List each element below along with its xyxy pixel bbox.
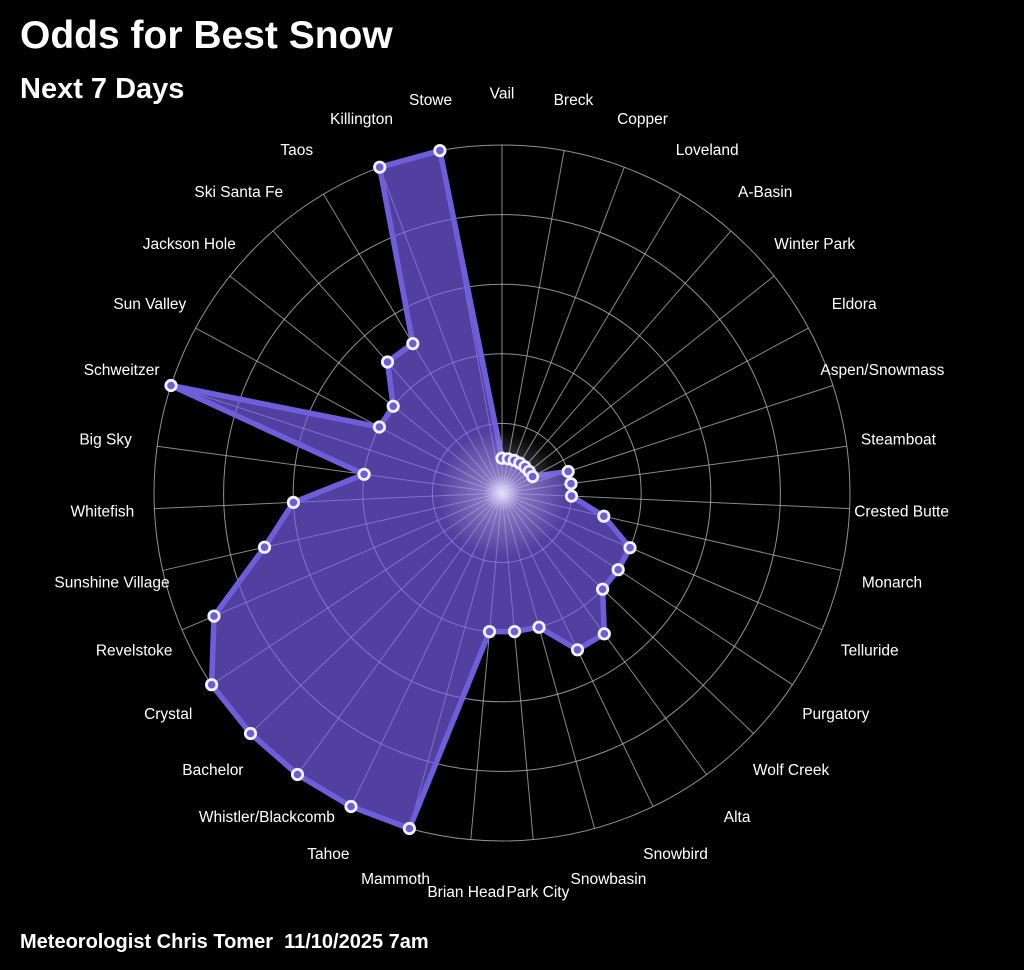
resort-label: Sunshine Village — [54, 574, 169, 591]
data-point — [207, 609, 221, 623]
resort-label: Jackson Hole — [143, 236, 236, 253]
resort-label: Aspen/Snowmass — [820, 362, 944, 379]
resort-label: Ski Santa Fe — [194, 184, 283, 201]
resort-label: Telluride — [841, 643, 899, 660]
resort-label: Crested Butte — [854, 503, 949, 520]
resort-label: Crystal — [144, 706, 192, 723]
resort-label: Whitefish — [71, 503, 135, 520]
resort-labels: Vail Breck Copper Loveland A-Basin Winter Par… — [54, 85, 949, 900]
resort-label: Loveland — [676, 142, 739, 159]
resort-label: Revelstoke — [96, 643, 173, 660]
data-point — [564, 477, 578, 491]
chart-header: Odds for Best Snow Next 7 Days — [20, 14, 393, 105]
resort-label: Brian Head — [427, 884, 505, 901]
data-point — [243, 726, 258, 741]
resort-label: Stowe — [409, 92, 452, 109]
resort-label: Sun Valley — [113, 296, 186, 313]
resort-label: Bachelor — [182, 762, 243, 779]
footer-credit: Meteorologist Chris Tomer 11/10/2025 7am — [20, 931, 429, 953]
data-point — [386, 399, 400, 413]
resort-label: Snowbasin — [570, 871, 646, 888]
data-point — [286, 495, 300, 509]
data-point — [595, 582, 610, 596]
page-title: Odds for Best Snow — [20, 14, 393, 57]
resort-label: Alta — [724, 809, 751, 826]
resort-label: Big Sky — [79, 432, 132, 449]
resort-label: Tahoe — [307, 846, 349, 863]
resort-label: Snowbird — [643, 846, 708, 863]
data-point — [406, 336, 420, 351]
resort-label: Purgatory — [802, 706, 869, 723]
page-subtitle: Next 7 Days — [20, 72, 185, 105]
data-point — [482, 624, 497, 639]
data-point — [290, 767, 305, 782]
resort-label: Wolf Creek — [753, 762, 830, 779]
center-glow — [438, 429, 566, 557]
data-markers — [164, 144, 637, 836]
data-point — [570, 643, 585, 657]
data-point — [507, 624, 522, 639]
data-point — [402, 821, 416, 836]
resort-label: Steamboat — [861, 432, 937, 449]
data-point — [257, 540, 272, 554]
data-point — [372, 420, 386, 434]
data-point — [597, 627, 611, 641]
resort-label: Vail — [490, 85, 515, 102]
data-point — [164, 378, 178, 393]
data-point — [623, 541, 637, 555]
resort-label: Winter Park — [774, 236, 855, 253]
data-point — [380, 355, 395, 369]
resort-label: Monarch — [862, 574, 922, 591]
data-point — [597, 509, 611, 523]
resort-label: Taos — [280, 142, 313, 159]
data-point — [561, 464, 575, 479]
data-point — [525, 469, 540, 484]
resort-label: Eldora — [832, 296, 877, 313]
data-point — [373, 160, 387, 174]
data-point — [532, 620, 546, 634]
data-point — [357, 467, 371, 481]
data-point — [205, 678, 219, 692]
data-point — [344, 799, 358, 814]
resort-label: Copper — [617, 111, 668, 128]
resort-label: Mammoth — [361, 871, 430, 888]
resort-label: Whistler/Blackcomb — [199, 809, 335, 826]
resort-label: Schweitzer — [84, 362, 160, 379]
resort-label: A-Basin — [738, 184, 792, 201]
resort-label: Killington — [330, 111, 393, 128]
resort-label: Park City — [506, 884, 569, 901]
resort-label: Breck — [554, 92, 594, 109]
data-point — [433, 144, 447, 158]
data-point — [564, 489, 579, 503]
data-point — [611, 563, 625, 577]
